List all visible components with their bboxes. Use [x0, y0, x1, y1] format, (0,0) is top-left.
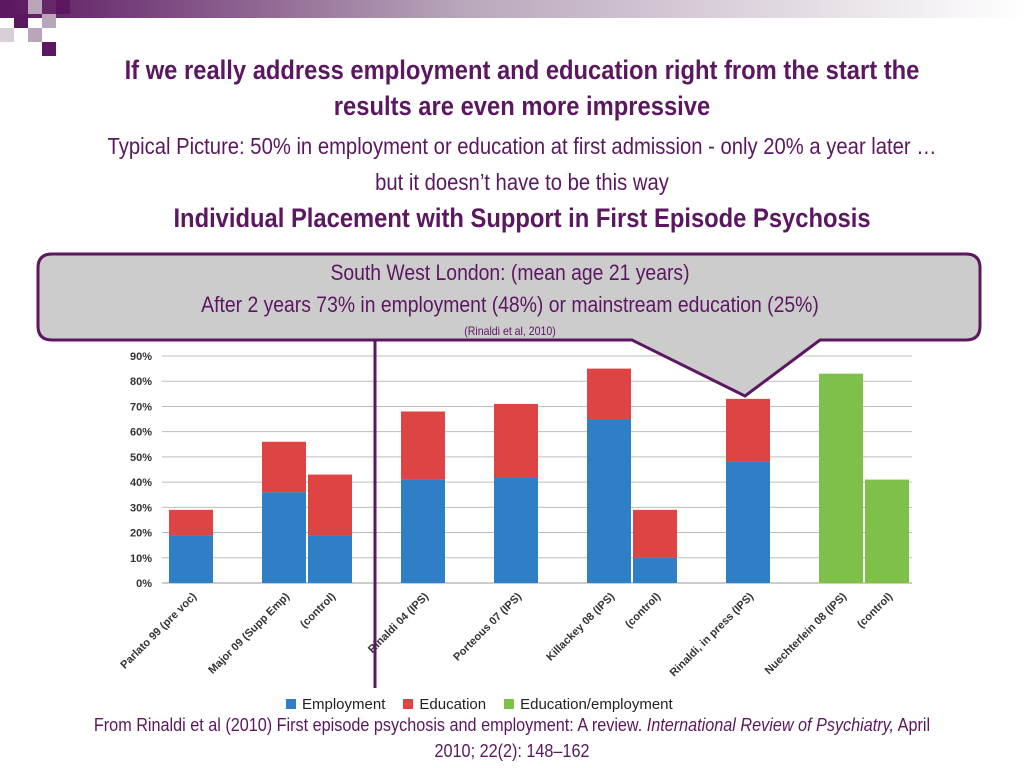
y-tick-label: 0% [136, 578, 152, 590]
bar-education-1 [262, 441, 306, 493]
x-tick-label: Parlato 99 (pre voc) [118, 590, 199, 671]
bar-employment-6 [633, 557, 677, 583]
legend-swatch-employment [286, 699, 296, 709]
legend-swatch-education-employment [504, 699, 515, 709]
legend-swatch-education [403, 699, 414, 709]
x-tick-label: Nuechterlein 08 (IPS) [763, 590, 850, 677]
y-tick-label: 90% [130, 351, 152, 363]
x-tick-label: Rinaldi, in press (IPS) [668, 590, 757, 679]
bar-employment-3 [401, 479, 445, 583]
bar-employment-4 [494, 477, 538, 583]
bar-education-6 [633, 509, 677, 558]
legend-item-education: Education [403, 696, 486, 713]
x-tick-label: Major 09 (Supp Emp) [206, 590, 292, 676]
legend-item-employment: Employment [286, 696, 385, 713]
bar-employment-7 [726, 461, 770, 583]
bar-employment-5 [587, 419, 631, 583]
x-tick-label: Killackey 08 (IPS) [544, 590, 617, 663]
x-tick-label: (control) [298, 590, 338, 630]
bar-education-0 [169, 509, 213, 536]
footer-text-2: April 2010; 22(2): 148–162 [434, 715, 931, 761]
bar-education-7 [726, 398, 770, 462]
slide-title: If we really address employment and educ… [124, 55, 920, 121]
footer-journal: International Review of Psychiatry, [646, 715, 895, 735]
y-tick-label: 40% [130, 477, 152, 489]
legend-label-education-employment: Education/employment [520, 695, 673, 713]
legend-item-education-employment: Education/employment [504, 696, 673, 713]
y-tick-label: 70% [130, 401, 152, 413]
callout-line-2: After 2 years 73% in employment (48%) or… [201, 292, 819, 317]
y-tick-label: 30% [130, 502, 152, 514]
corner-decoration [0, 0, 1024, 56]
bar-education-employment-8 [819, 373, 863, 583]
y-tick-label: 80% [130, 376, 152, 388]
callout-citation: (Rinaldi et al, 2010) [464, 324, 556, 338]
bar-employment-2 [308, 535, 352, 583]
bar-education-2 [308, 474, 352, 536]
y-tick-label: 10% [130, 553, 152, 565]
bar-education-3 [401, 411, 445, 480]
bar-education-employment-9 [865, 479, 909, 583]
x-tick-label: Porteous 07 (IPS) [451, 590, 524, 663]
legend-label-employment: Employment [302, 695, 386, 713]
bar-education-5 [587, 368, 631, 420]
y-tick-label: 50% [130, 452, 152, 464]
bar-employment-1 [262, 492, 306, 583]
x-tick-label: (control) [623, 590, 663, 630]
chart-legend: Employment Education Education/employmen… [286, 694, 691, 714]
footer-citation: From Rinaldi et al (2010) First episode … [87, 712, 937, 764]
y-tick-label: 60% [130, 427, 152, 439]
y-tick-label: 20% [130, 528, 152, 540]
slide-subtitle: Typical Picture: 50% in employment or ed… [107, 133, 937, 195]
legend-label-education: Education [419, 695, 487, 713]
bar-employment-0 [169, 535, 213, 583]
slide-subtitle-bold: Individual Placement with Support in Fir… [173, 203, 871, 233]
callout-line-1: South West London: (mean age 21 years) [330, 260, 690, 285]
footer-text: From Rinaldi et al (2010) First episode … [93, 715, 647, 735]
bar-education-4 [494, 403, 538, 478]
x-tick-label: (control) [855, 590, 895, 630]
